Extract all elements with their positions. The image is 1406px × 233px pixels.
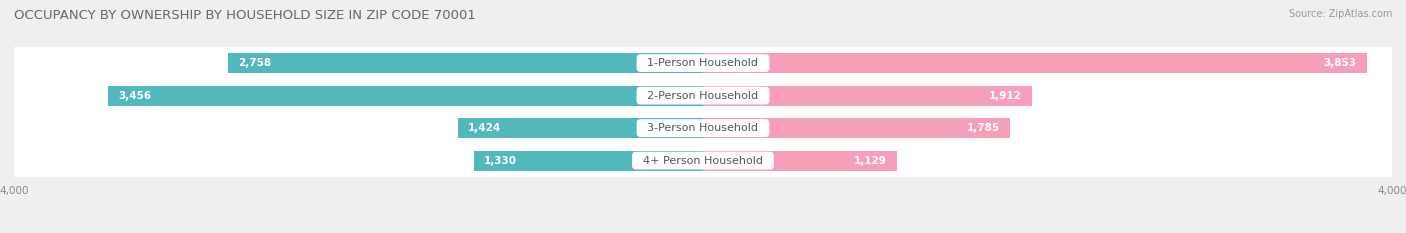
Text: 3,456: 3,456 — [118, 91, 152, 101]
Bar — [14, 144, 1392, 177]
Text: OCCUPANCY BY OWNERSHIP BY HOUSEHOLD SIZE IN ZIP CODE 70001: OCCUPANCY BY OWNERSHIP BY HOUSEHOLD SIZE… — [14, 9, 477, 22]
Text: 3-Person Household: 3-Person Household — [641, 123, 765, 133]
Bar — [14, 112, 1392, 144]
Bar — [474, 151, 703, 171]
Bar — [228, 53, 703, 73]
Bar — [703, 118, 1011, 138]
Bar — [108, 86, 703, 106]
Text: 1,330: 1,330 — [484, 156, 517, 166]
Text: 1,785: 1,785 — [967, 123, 1000, 133]
Text: 1,912: 1,912 — [988, 91, 1022, 101]
Text: 1-Person Household: 1-Person Household — [641, 58, 765, 68]
Bar — [14, 47, 1392, 79]
Text: 3,853: 3,853 — [1323, 58, 1357, 68]
Text: Source: ZipAtlas.com: Source: ZipAtlas.com — [1288, 9, 1392, 19]
Bar — [703, 151, 897, 171]
Bar — [703, 86, 1032, 106]
Bar — [14, 79, 1392, 112]
Bar — [703, 53, 1367, 73]
Text: 4+ Person Household: 4+ Person Household — [636, 156, 770, 166]
Text: 1,129: 1,129 — [855, 156, 887, 166]
Text: 2,758: 2,758 — [238, 58, 271, 68]
Text: 2-Person Household: 2-Person Household — [641, 91, 765, 101]
Text: 1,424: 1,424 — [468, 123, 502, 133]
Bar — [458, 118, 703, 138]
